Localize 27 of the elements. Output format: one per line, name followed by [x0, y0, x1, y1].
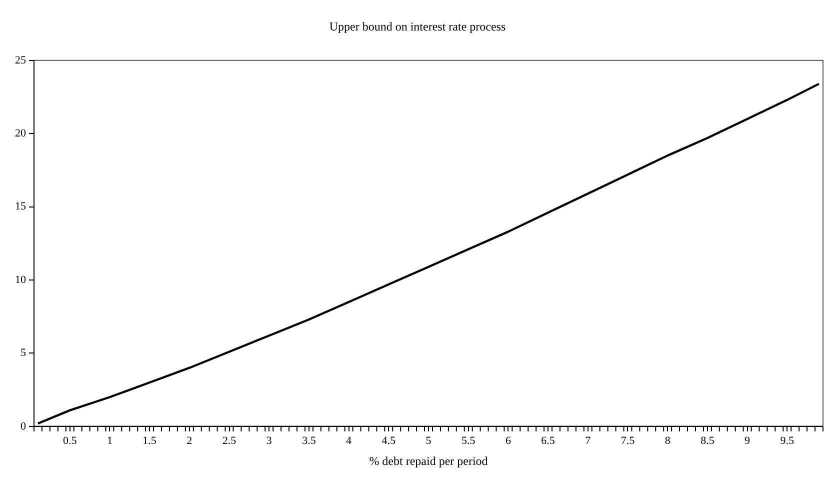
x-tick-label: 8.5 [700, 434, 715, 447]
x-tick-label: 3 [266, 434, 272, 447]
x-tick-label: 1 [106, 434, 112, 447]
y-tick-label: 15 [15, 200, 26, 213]
x-tick-label: 9 [744, 434, 751, 447]
x-tick-label: 4 [346, 434, 352, 447]
x-axis-title: % debt repaid per period [369, 454, 488, 468]
x-tick-label: 6 [505, 434, 512, 447]
chart-title: Upper bound on interest rate process [329, 19, 506, 34]
y-tick-label: 5 [20, 347, 26, 360]
x-tick-label: 3.5 [302, 434, 316, 447]
x-tick-label: 5.5 [461, 434, 476, 447]
x-tick-label: 2 [186, 434, 192, 447]
x-tick-label: 7 [585, 434, 592, 447]
x-tick-label: 1.5 [142, 434, 157, 447]
y-tick-label: 10 [15, 274, 26, 286]
x-tick-label: 6.5 [541, 434, 556, 447]
x-tick-label: 8 [664, 434, 671, 447]
x-tick-label: 4.5 [382, 434, 396, 447]
x-tick-label: 2.5 [222, 434, 237, 447]
y-tick-label: 20 [15, 127, 26, 140]
y-tick-label: 0 [20, 420, 26, 432]
x-tick-label: 9.5 [780, 434, 795, 447]
x-tick-label: 7.5 [620, 434, 636, 447]
x-tick-label: 0.5 [62, 434, 78, 447]
x-tick-label: 5 [426, 434, 432, 447]
y-tick-label: 25 [15, 54, 26, 66]
